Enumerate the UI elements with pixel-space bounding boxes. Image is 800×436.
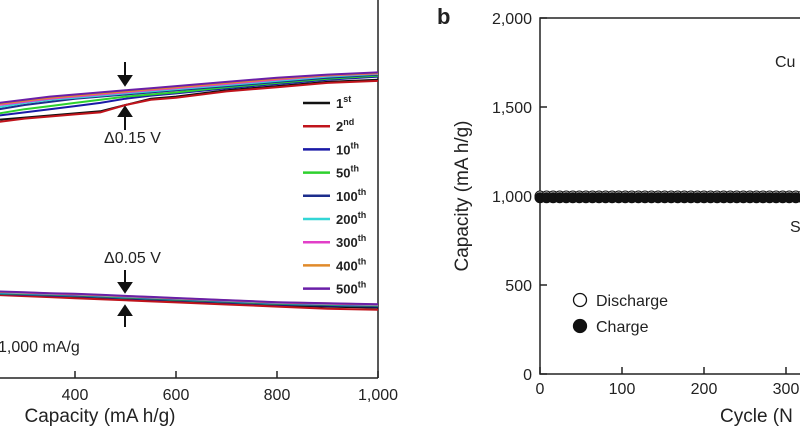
legend-number: 50 bbox=[336, 166, 350, 181]
legend-suffix: st bbox=[343, 94, 351, 104]
legend-label: 500th bbox=[336, 280, 366, 297]
x-tick-label: 800 bbox=[264, 387, 291, 404]
charge-curve bbox=[0, 75, 379, 117]
legend-suffix: th bbox=[358, 280, 367, 290]
legend-suffix: th bbox=[350, 140, 359, 150]
discharge-curve bbox=[0, 290, 379, 306]
y-tick-label: 2,000 bbox=[492, 11, 532, 28]
left-frame bbox=[0, 0, 379, 379]
discharge-curve bbox=[0, 294, 379, 311]
legend-suffix: th bbox=[358, 210, 367, 220]
legend-suffix: nd bbox=[343, 117, 354, 127]
annotation: Δ0.15 V bbox=[104, 130, 161, 147]
x-tick-label: 200 bbox=[691, 381, 718, 398]
charge-curve bbox=[0, 73, 379, 111]
legend-number: 2 bbox=[336, 119, 343, 134]
legend-label: 50th bbox=[336, 164, 359, 181]
legend-number: 100 bbox=[336, 189, 358, 204]
legend-number: 300 bbox=[336, 235, 358, 250]
legend-label: Discharge bbox=[596, 293, 668, 310]
legend-label: 400th bbox=[336, 256, 366, 273]
x-tick-label: 400 bbox=[62, 387, 89, 404]
legend-number: 400 bbox=[336, 258, 358, 273]
legend-suffix: th bbox=[358, 187, 367, 197]
charge-curve bbox=[0, 79, 379, 123]
arrow-head bbox=[117, 282, 133, 294]
legend-number: 1 bbox=[336, 96, 343, 111]
legend-label: 1st bbox=[336, 94, 351, 111]
y-axis-title: Capacity (mA h/g) bbox=[452, 121, 473, 272]
charge-curve bbox=[0, 72, 379, 105]
annotation: Δ0.05 V bbox=[104, 250, 161, 267]
legend-number: 500 bbox=[336, 282, 358, 297]
legend-marker bbox=[572, 318, 588, 334]
y-tick-label: 500 bbox=[505, 278, 532, 295]
arrows bbox=[117, 62, 133, 327]
arrow-head bbox=[117, 304, 133, 316]
legend-number: 200 bbox=[336, 212, 358, 227]
legend-label: Charge bbox=[596, 319, 649, 336]
charge-curve bbox=[0, 71, 379, 104]
legend-label: 100th bbox=[336, 187, 366, 204]
legend-number: 10 bbox=[336, 142, 350, 157]
annotation: Cu bbox=[775, 54, 795, 71]
annotation: 1,000 mA/g bbox=[0, 339, 80, 356]
x-tick-label: 0 bbox=[536, 381, 545, 398]
legend-suffix: th bbox=[350, 164, 359, 174]
x-tick-label: 600 bbox=[163, 387, 190, 404]
x-tick-label: 100 bbox=[609, 381, 636, 398]
y-tick-label: 1,500 bbox=[492, 100, 532, 117]
legend-label: 2nd bbox=[336, 117, 354, 134]
charge-curve bbox=[0, 72, 379, 108]
y-tick-label: 0 bbox=[523, 367, 532, 384]
arrow-head bbox=[117, 75, 133, 87]
legend-label: 200th bbox=[336, 210, 366, 227]
panel-label: b bbox=[437, 4, 450, 29]
arrow-head bbox=[117, 105, 133, 117]
legend-marker bbox=[572, 292, 588, 308]
legend-suffix: th bbox=[358, 256, 367, 266]
legend-suffix: th bbox=[358, 233, 367, 243]
charge-curve bbox=[0, 74, 379, 115]
x-axis-title: Capacity (mA h/g) bbox=[25, 406, 176, 427]
x-tick-label: 1,000 bbox=[358, 387, 398, 404]
x-tick-label: 300 bbox=[773, 381, 800, 398]
legend-label: 300th bbox=[336, 233, 366, 250]
y-tick-label: 1,000 bbox=[492, 189, 532, 206]
point bbox=[796, 192, 800, 203]
annotation: S bbox=[790, 219, 800, 236]
x-axis-title: Cycle (N bbox=[720, 406, 793, 427]
legend-label: 10th bbox=[336, 140, 359, 157]
